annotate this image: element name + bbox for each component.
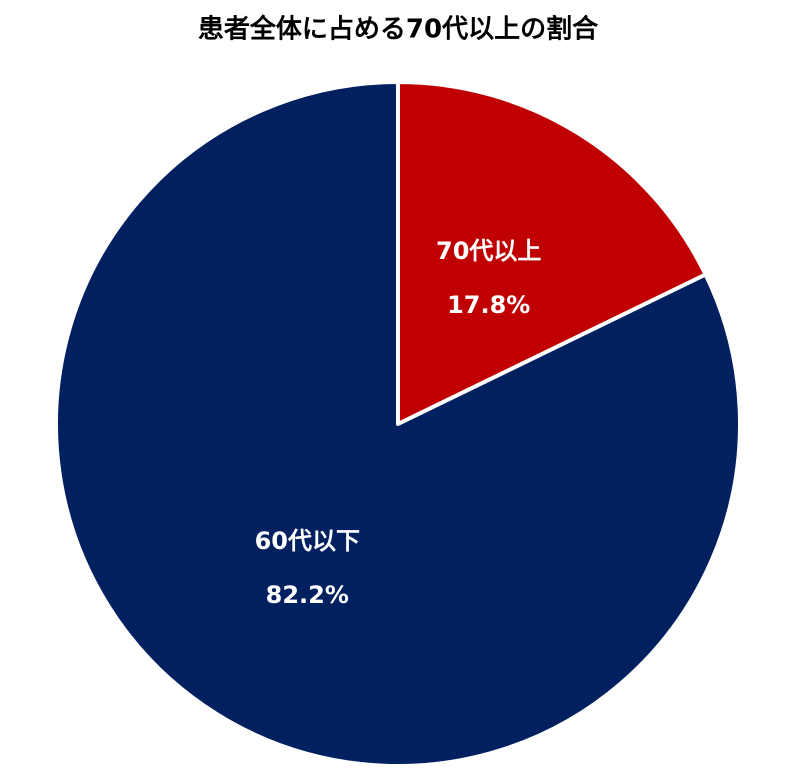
slice-category-label: 70代以上	[436, 237, 541, 265]
pie-slice	[54, 80, 742, 768]
chart-title: 患者全体に占める70代以上の割合	[198, 14, 599, 45]
slice-category-label: 60代以下	[255, 527, 360, 555]
slice-value-label: 17.8%	[447, 291, 530, 319]
slice-value-label: 82.2%	[266, 581, 349, 609]
pie-slice	[396, 80, 708, 426]
